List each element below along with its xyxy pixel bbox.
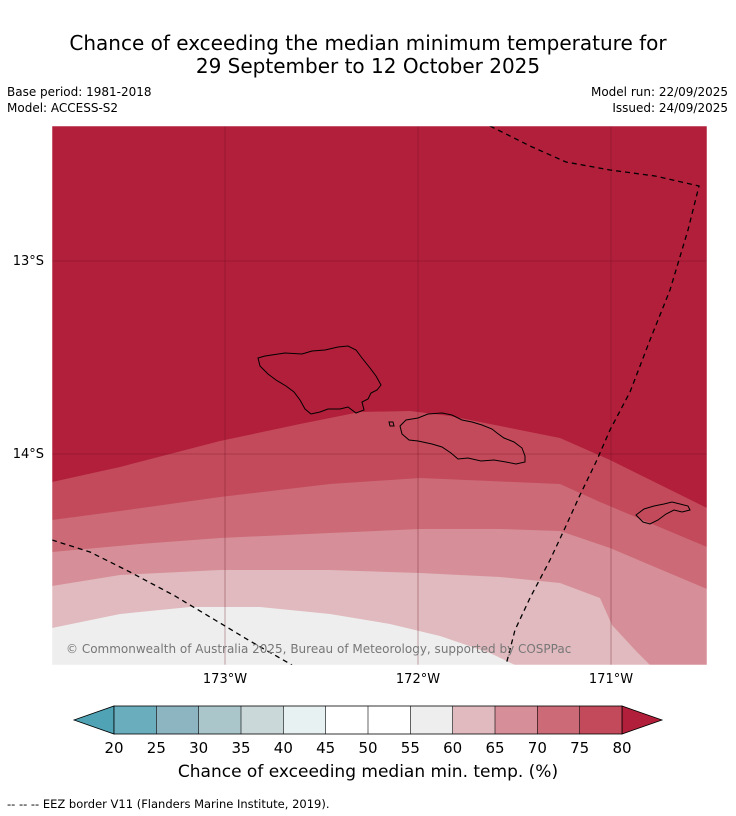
eez-border-east: [489, 126, 700, 665]
colorbar-under-arrow: [72, 705, 115, 735]
colorbar-bin: [156, 706, 199, 734]
colorbar-tick-label: 80: [612, 739, 631, 757]
colorbar-frame: [113, 705, 623, 735]
lat-label-13s: 13°S: [13, 254, 44, 269]
lat-label-14s: 14°S: [13, 447, 44, 462]
colorbar-bin: [579, 706, 622, 734]
upolu-island: [399, 412, 526, 465]
lon-label-171w: 171°W: [589, 672, 633, 687]
map-title-line2: 29 September to 12 October 2025: [195, 54, 541, 78]
eez-border: [52, 126, 700, 665]
colorbar: 20 25 30 35 40 45 50 55 60 65 70 75 80: [72, 705, 664, 757]
colorbar-tick-label: 65: [485, 739, 504, 757]
colorbar-bin: [198, 706, 241, 734]
colorbar-bin: [452, 706, 495, 734]
islands: [257, 345, 691, 525]
colorbar-tick-label: 70: [528, 739, 547, 757]
model-run-label: Model run: 22/09/2025: [590, 85, 728, 99]
colorbar-tick-label: 40: [274, 739, 293, 757]
colorbar-bin: [410, 706, 453, 734]
colorbar-tick-label: 20: [104, 739, 123, 757]
colorbar-tick-label: 55: [401, 739, 420, 757]
lon-label-173w: 173°W: [203, 672, 247, 687]
map-title-line1: Chance of exceeding the median minimum t…: [69, 31, 667, 55]
colorbar-bin: [114, 706, 157, 734]
lon-label-172w: 172°W: [396, 672, 440, 687]
colorbar-tick-label: 45: [316, 739, 335, 757]
issued-label: Issued: 24/09/2025: [612, 101, 728, 115]
colorbar-tick-label: 50: [358, 739, 377, 757]
copyright-text: © Commonwealth of Australia 2025, Bureau…: [66, 642, 571, 656]
model-label: Model: ACCESS-S2: [7, 101, 119, 115]
colorbar-bin: [325, 706, 368, 734]
colorbar-tick-label: 60: [443, 739, 462, 757]
map-frame: [51, 125, 708, 666]
eez-footnote: -- -- -- EEZ border V11 (Flanders Marine…: [7, 797, 330, 811]
colorbar-tick-label: 30: [189, 739, 208, 757]
tutuila-island: [635, 501, 691, 525]
colorbar-tick-label: 35: [231, 739, 250, 757]
colorbar-bin: [495, 706, 538, 734]
colorbar-tick-label: 75: [570, 739, 589, 757]
base-period-label: Base period: 1981-2018: [7, 85, 152, 99]
savaii-island: [257, 345, 382, 415]
colorbar-over-arrow: [621, 705, 664, 735]
colorbar-bin: [283, 706, 326, 734]
contour-55-60: [52, 607, 515, 665]
graticule: [52, 126, 707, 665]
colorbar-bin: [368, 706, 411, 734]
manono-islet: [388, 421, 395, 427]
axis-labels: 13°S 14°S 173°W 172°W 171°W: [13, 254, 634, 687]
probability-contours: [52, 126, 707, 665]
colorbar-bin: [241, 706, 284, 734]
colorbar-tick-label: 25: [147, 739, 166, 757]
eez-border-southwest: [52, 539, 293, 665]
colorbar-bin: [537, 706, 580, 734]
colorbar-title: Chance of exceeding median min. temp. (%…: [177, 762, 559, 782]
